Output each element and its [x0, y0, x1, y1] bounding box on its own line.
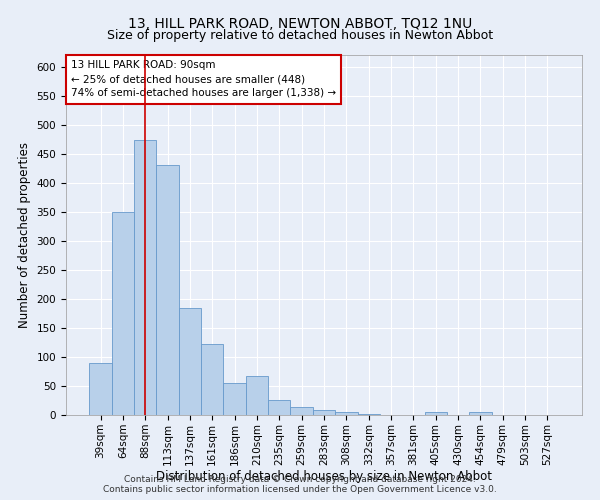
Text: Size of property relative to detached houses in Newton Abbot: Size of property relative to detached ho…: [107, 29, 493, 42]
Bar: [313, 410, 335, 415]
Bar: [469, 412, 491, 415]
Text: 13, HILL PARK ROAD, NEWTON ABBOT, TQ12 1NU: 13, HILL PARK ROAD, NEWTON ABBOT, TQ12 1…: [128, 18, 472, 32]
Bar: [223, 383, 246, 415]
Bar: [335, 412, 358, 415]
Bar: [268, 400, 290, 415]
Bar: [89, 362, 112, 415]
Text: 13 HILL PARK ROAD: 90sqm
← 25% of detached houses are smaller (448)
74% of semi-: 13 HILL PARK ROAD: 90sqm ← 25% of detach…: [71, 60, 336, 98]
Text: Contains HM Land Registry data © Crown copyright and database right 2024.: Contains HM Land Registry data © Crown c…: [124, 475, 476, 484]
Bar: [358, 414, 380, 415]
Bar: [134, 140, 157, 415]
Bar: [246, 376, 268, 415]
Y-axis label: Number of detached properties: Number of detached properties: [18, 142, 31, 328]
Bar: [290, 408, 313, 415]
Bar: [179, 308, 201, 415]
Text: Contains public sector information licensed under the Open Government Licence v3: Contains public sector information licen…: [103, 485, 497, 494]
Bar: [201, 344, 223, 415]
X-axis label: Distribution of detached houses by size in Newton Abbot: Distribution of detached houses by size …: [156, 470, 492, 484]
Bar: [112, 212, 134, 415]
Bar: [425, 412, 447, 415]
Bar: [157, 166, 179, 415]
